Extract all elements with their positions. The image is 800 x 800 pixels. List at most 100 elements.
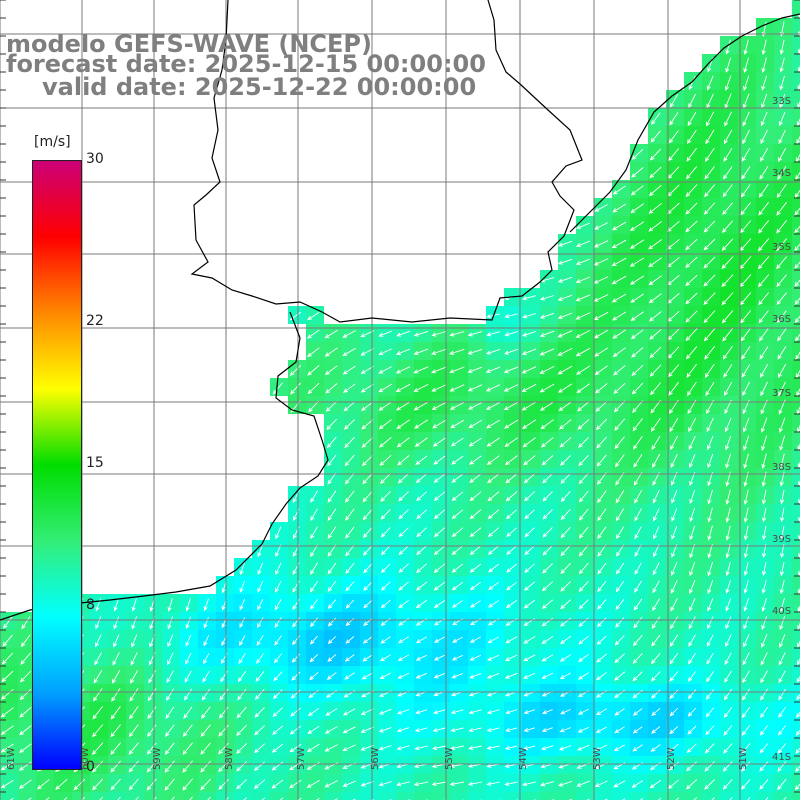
wind-arrow [416,563,427,573]
wind-arrow [218,742,230,755]
wind-arrow [542,491,553,502]
wind-arrow [632,671,643,682]
wind-speed-cell [792,630,800,648]
wind-speed-cell [540,792,558,800]
wind-arrow [670,598,678,612]
wind-arrow [614,726,625,734]
wind-arrow [273,671,283,682]
wind-speed-cell [792,144,800,162]
wind-arrow [633,598,643,611]
wind-arrow [669,725,679,735]
wind-arrow [685,184,698,198]
wind-arrow [725,39,731,55]
wind-arrow [759,761,769,772]
wind-arrow [743,598,749,612]
wind-arrow [671,508,678,522]
coastline [190,0,583,323]
wind-arrow [380,599,391,609]
wind-arrow [688,616,696,630]
wind-speed-cell [234,792,252,800]
wind-arrow [612,221,627,231]
wind-arrow [112,652,120,666]
wind-arrow [685,256,698,268]
wind-arrow [539,330,555,337]
wind-arrow [596,472,607,485]
wind-arrow [113,598,119,612]
wind-arrow [779,579,785,595]
wind-arrow [776,310,787,324]
wind-arrow [309,635,318,645]
wind-speed-cell [54,792,72,800]
wind-arrow [99,796,103,800]
wind-arrow [254,725,265,736]
wind-arrow [615,580,625,593]
wind-arrow [225,797,229,800]
wind-arrow [777,165,787,180]
wind-arrow [653,508,660,522]
wind-arrow [649,329,662,340]
wind-arrow [760,381,768,397]
wind-arrow [778,670,786,684]
wind-arrow [344,454,355,467]
wind-arrow [309,653,319,663]
wind-arrow [706,652,714,665]
wind-arrow [129,706,139,720]
wind-arrow [432,709,446,715]
wind-speed-cell [378,792,396,800]
wind-arrow [689,525,696,541]
wind-arrow [631,148,644,160]
wind-arrow [414,745,428,751]
wind-arrow [451,672,464,679]
wind-arrow [166,688,175,701]
wind-arrow [615,490,625,504]
wind-arrow [634,490,642,504]
wind-arrow [652,562,660,576]
wind-arrow [254,743,265,754]
wind-arrow [310,544,318,558]
wind-arrow [541,636,554,644]
wind-arrow [783,796,787,800]
wind-arrow [595,744,608,751]
wind-arrow [615,617,625,628]
wind-arrow [687,111,697,127]
wind-arrow [485,402,501,410]
wind-arrow [506,527,517,538]
wind-arrow [725,580,731,594]
wind-arrow [593,329,609,339]
wind-arrow [557,240,573,247]
wind-arrow [378,383,392,393]
wind-arrow [761,580,767,594]
wind-arrow [721,238,734,251]
wind-arrow [324,347,338,357]
wind-arrow [378,419,392,430]
wind-arrow [539,401,555,411]
wind-arrow [307,365,320,376]
wind-arrow [416,545,427,556]
wind-arrow [542,563,553,574]
wind-speed-cell [792,576,800,594]
latitude-label: 41S [772,752,791,763]
wind-arrow [110,724,121,738]
wind-arrow [651,112,661,125]
wind-arrow [431,384,447,392]
wind-arrow [485,384,501,392]
wind-arrow [327,636,337,645]
wind-arrow [413,330,429,337]
wind-arrow [614,418,626,431]
wind-arrow [147,724,157,737]
latitude-label: 38S [772,462,791,473]
wind-arrow [630,293,645,303]
wind-arrow [308,400,320,413]
wind-arrow [611,239,627,249]
wind-arrow [344,672,355,680]
wind-arrow [167,652,174,666]
wind-arrow [451,473,464,483]
wind-arrow [761,598,767,613]
wind-arrow [632,744,643,752]
wind-arrow [704,363,715,378]
wind-arrow [486,745,500,751]
wind-arrow [743,489,749,505]
wind-arrow [761,489,767,505]
wind-arrow [594,204,608,212]
wind-arrow [723,166,733,180]
